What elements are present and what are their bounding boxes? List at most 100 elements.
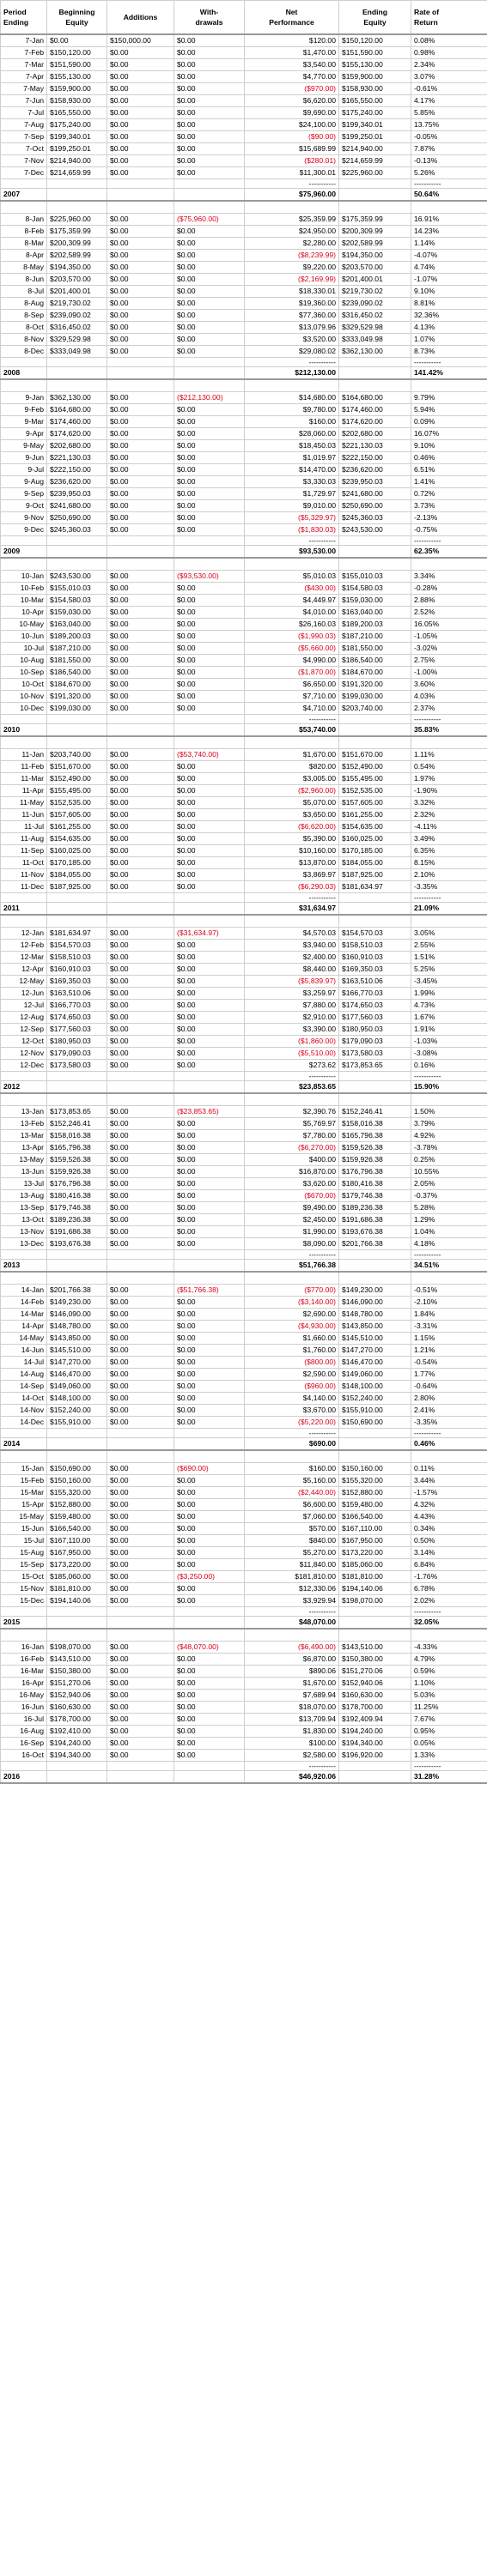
withdrawals-cell: $0.00 <box>173 1594 245 1607</box>
withdrawals-cell: $0.00 <box>173 1392 245 1405</box>
empty-cell <box>338 178 411 189</box>
year-label: 2013 <box>0 1259 47 1273</box>
withdrawals-cell: $0.00 <box>173 82 245 95</box>
month-row: 12-Dec $173,580.03 $0.00 $0.00 $273.62 $173,8… <box>0 1059 487 1072</box>
net-performance-cell: $2,280.00 <box>244 237 339 250</box>
year-rate-of-return: 21.09% <box>411 902 487 916</box>
month-row: 12-Feb $154,570.03 $0.00 $0.00 $3,940.00 $158… <box>0 939 487 952</box>
empty-cell <box>46 178 107 189</box>
period-ending-cell: 9-May <box>0 439 47 452</box>
rate-of-return-cell: -3.31% <box>411 1320 487 1333</box>
net-performance-cell: ($1,860.00) <box>244 1035 339 1048</box>
rate-of-return-cell: 8.81% <box>411 297 487 310</box>
additions-cell: $0.00 <box>107 594 174 607</box>
rate-of-return-cell: 8.15% <box>411 856 487 869</box>
withdrawals-cell: $0.00 <box>173 1534 245 1547</box>
withdrawals-cell: $0.00 <box>173 1725 245 1738</box>
period-ending-cell: 14-Jan <box>0 1284 47 1297</box>
withdrawals-cell: $0.00 <box>173 499 245 512</box>
empty-cell <box>244 1449 339 1463</box>
subtotal-separator-row: ----------- ----------- <box>0 1428 487 1438</box>
empty-cell <box>46 1271 107 1285</box>
net-performance-cell: $28,060.00 <box>244 427 339 440</box>
month-row: 12-Jul $166,770.03 $0.00 $0.00 $7,880.00 $174… <box>0 999 487 1012</box>
empty-cell <box>107 557 174 571</box>
beginning-equity-cell: $167,110.00 <box>46 1534 107 1547</box>
month-row: 16-Jun $160,630.00 $0.00 $0.00 $18,070.00 $17… <box>0 1701 487 1714</box>
month-row: 11-Sep $160,025.00 $0.00 $0.00 $10,160.00 $17… <box>0 844 487 857</box>
ending-equity-cell: $192,409.94 <box>338 1713 411 1726</box>
month-row: 11-Dec $187,925.00 $0.00 $0.00 ($6,290.03) $1… <box>0 880 487 893</box>
ending-equity-cell: $198,070.00 <box>338 1594 411 1607</box>
withdrawals-cell: $0.00 <box>173 1558 245 1571</box>
ending-equity-cell: $143,850.00 <box>338 1320 411 1333</box>
period-ending-cell: 12-Mar <box>0 951 47 964</box>
beginning-equity-cell: $163,510.06 <box>46 987 107 1000</box>
rate-of-return-cell: 0.59% <box>411 1665 487 1678</box>
ending-equity-cell: $219,730.02 <box>338 285 411 298</box>
empty-cell <box>46 902 107 916</box>
period-ending-cell: 14-May <box>0 1332 47 1345</box>
period-ending-cell: 14-Oct <box>0 1392 47 1405</box>
withdrawals-cell: $0.00 <box>173 321 245 334</box>
header-ending-equity: Ending Equity <box>338 0 411 35</box>
month-row: 16-Jan $198,070.00 $0.00 ($48,070.00) ($6,49… <box>0 1641 487 1654</box>
withdrawals-cell: $0.00 <box>173 1546 245 1559</box>
rate-of-return-cell: 3.49% <box>411 832 487 845</box>
net-performance-cell: $3,390.00 <box>244 1023 339 1036</box>
ending-equity-cell: $150,690.00 <box>338 1416 411 1429</box>
additions-cell: $0.00 <box>107 1510 174 1523</box>
additions-cell: $0.00 <box>107 1689 174 1702</box>
withdrawals-cell: $0.00 <box>173 844 245 857</box>
month-row: 11-Aug $154,635.00 $0.00 $0.00 $5,390.00 $160… <box>0 832 487 845</box>
beginning-equity-cell: $174,620.00 <box>46 427 107 440</box>
beginning-equity-cell: $200,309.99 <box>46 237 107 250</box>
beginning-equity-cell: $243,530.00 <box>46 570 107 583</box>
month-row: 10-Dec $199,030.00 $0.00 $0.00 $4,710.00 $203… <box>0 702 487 715</box>
empty-cell <box>338 1437 411 1451</box>
net-performance-cell: $5,769.97 <box>244 1117 339 1130</box>
period-ending-cell: 16-Jan <box>0 1641 47 1654</box>
withdrawals-cell: $0.00 <box>173 618 245 631</box>
dash-separator: ----------- <box>411 1249 487 1260</box>
period-ending-cell: 7-Apr <box>0 70 47 83</box>
additions-cell: $0.00 <box>107 796 174 809</box>
ending-equity-cell: $158,930.00 <box>338 82 411 95</box>
net-performance-cell: $1,670.00 <box>244 748 339 761</box>
month-row: 11-Feb $151,670.00 $0.00 $0.00 $820.00 $152,4… <box>0 760 487 773</box>
period-ending-cell: 13-Feb <box>0 1117 47 1130</box>
additions-cell: $0.00 <box>107 1486 174 1499</box>
empty-cell <box>173 535 245 546</box>
empty-cell <box>107 1271 174 1285</box>
year-rate-of-return: 15.90% <box>411 1080 487 1094</box>
net-performance-cell: $3,330.03 <box>244 475 339 488</box>
withdrawals-cell: $0.00 <box>173 249 245 262</box>
ending-equity-cell: $159,900.00 <box>338 70 411 83</box>
additions-cell: $0.00 <box>107 297 174 310</box>
ending-equity-cell: $160,630.00 <box>338 1689 411 1702</box>
withdrawals-cell: $0.00 <box>173 285 245 298</box>
withdrawals-cell: $0.00 <box>173 702 245 715</box>
period-ending-cell: 14-Aug <box>0 1368 47 1381</box>
additions-cell: $0.00 <box>107 963 174 976</box>
period-ending-cell: 8-Dec <box>0 345 47 358</box>
period-ending-cell: 10-Sep <box>0 666 47 679</box>
empty-cell <box>338 535 411 546</box>
period-ending-cell: 7-Jul <box>0 106 47 119</box>
month-row: 10-May $163,040.00 $0.00 $0.00 $26,160.03 $18… <box>0 618 487 631</box>
ending-equity-cell: $155,130.00 <box>338 58 411 71</box>
empty-cell <box>173 1259 245 1273</box>
net-performance-cell: $7,689.94 <box>244 1689 339 1702</box>
rate-of-return-cell: -1.00% <box>411 666 487 679</box>
period-ending-cell: 8-Aug <box>0 297 47 310</box>
year-total-row: 2008 $212,130.00 141.42% <box>0 366 487 380</box>
rate-of-return-cell: -0.75% <box>411 523 487 536</box>
additions-cell: $0.00 <box>107 166 174 179</box>
withdrawals-cell: $0.00 <box>173 427 245 440</box>
empty-cell <box>173 188 245 202</box>
empty-cell <box>46 1071 107 1081</box>
period-ending-cell: 8-Apr <box>0 249 47 262</box>
net-performance-cell: $9,780.00 <box>244 403 339 416</box>
ending-equity-cell: $180,950.03 <box>338 1023 411 1036</box>
empty-cell <box>46 1249 107 1260</box>
